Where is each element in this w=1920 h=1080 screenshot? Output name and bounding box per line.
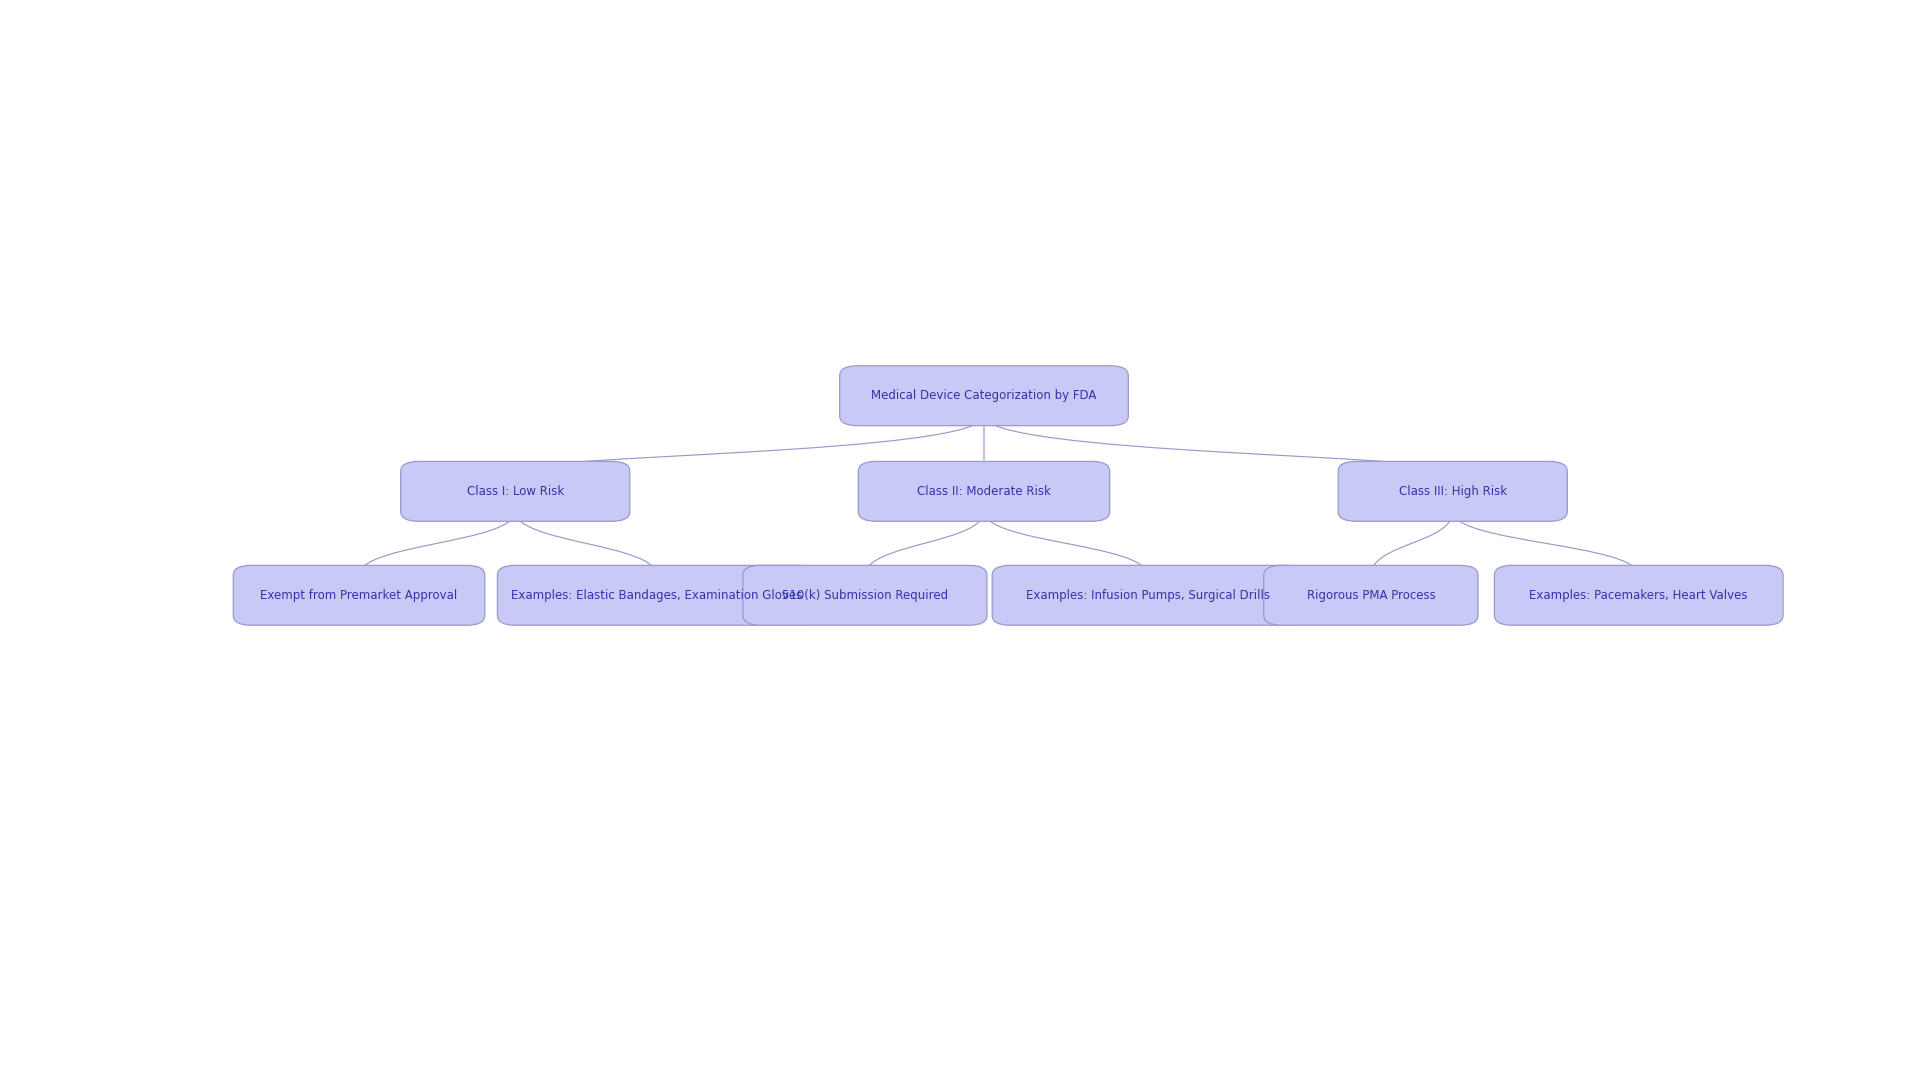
- FancyBboxPatch shape: [743, 565, 987, 625]
- Polygon shape: [1365, 569, 1377, 576]
- FancyBboxPatch shape: [858, 461, 1110, 522]
- Polygon shape: [1440, 467, 1453, 475]
- Text: Examples: Infusion Pumps, Surgical Drills: Examples: Infusion Pumps, Surgical Drill…: [1025, 589, 1269, 602]
- FancyBboxPatch shape: [839, 366, 1129, 426]
- FancyBboxPatch shape: [1263, 565, 1478, 625]
- Text: Exempt from Premarket Approval: Exempt from Premarket Approval: [261, 589, 457, 602]
- Polygon shape: [858, 569, 872, 576]
- Polygon shape: [1142, 569, 1154, 576]
- Text: Class III: High Risk: Class III: High Risk: [1398, 485, 1507, 498]
- Text: Medical Device Categorization by FDA: Medical Device Categorization by FDA: [872, 389, 1096, 402]
- FancyBboxPatch shape: [401, 461, 630, 522]
- FancyBboxPatch shape: [1338, 461, 1567, 522]
- Polygon shape: [977, 464, 991, 471]
- FancyBboxPatch shape: [1494, 565, 1784, 625]
- Polygon shape: [353, 569, 365, 576]
- Text: Examples: Elastic Bandages, Examination Gloves: Examples: Elastic Bandages, Examination …: [511, 589, 803, 602]
- Text: Class I: Low Risk: Class I: Low Risk: [467, 485, 564, 498]
- Text: 510(k) Submission Required: 510(k) Submission Required: [781, 589, 948, 602]
- FancyBboxPatch shape: [234, 565, 484, 625]
- FancyBboxPatch shape: [993, 565, 1304, 625]
- FancyBboxPatch shape: [497, 565, 816, 625]
- Polygon shape: [515, 467, 528, 475]
- Polygon shape: [1632, 569, 1645, 576]
- Text: Rigorous PMA Process: Rigorous PMA Process: [1306, 589, 1436, 602]
- Text: Class II: Moderate Risk: Class II: Moderate Risk: [918, 485, 1050, 498]
- Text: Examples: Pacemakers, Heart Valves: Examples: Pacemakers, Heart Valves: [1530, 589, 1747, 602]
- Polygon shape: [651, 569, 662, 576]
